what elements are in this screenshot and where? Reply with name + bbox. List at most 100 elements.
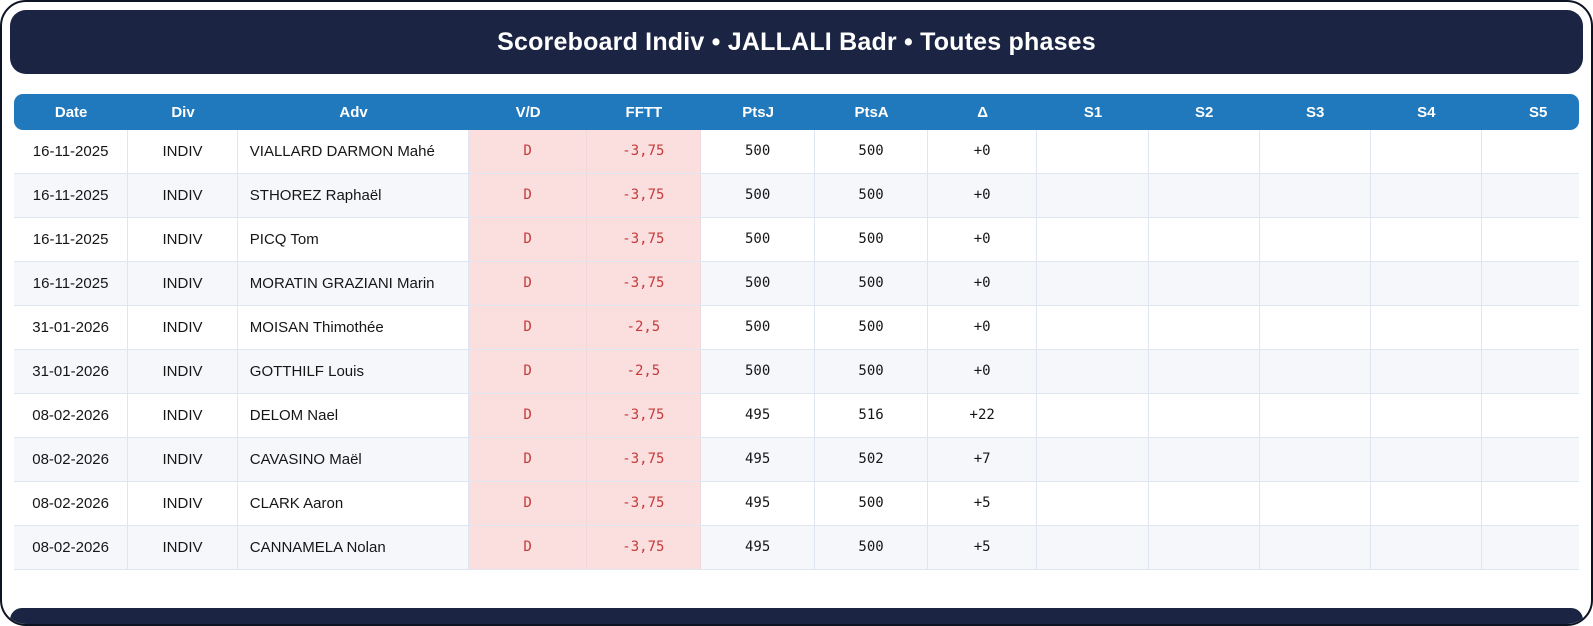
cell-s3 <box>1260 526 1371 569</box>
adversary-name: CAVASINO Maël <box>249 451 362 468</box>
cell-s4 <box>1371 482 1482 525</box>
cell-s1 <box>1037 526 1149 569</box>
cell-s3 <box>1260 130 1371 173</box>
cell-s1 <box>1037 218 1149 261</box>
cell-date: 08-02-2026 <box>14 394 129 437</box>
cell-s2 <box>1149 438 1260 481</box>
column-header-s3: S3 <box>1306 103 1325 121</box>
column-header-s5: S5 <box>1529 103 1548 121</box>
cell-delta: +0 <box>928 350 1038 393</box>
table-row: 31-01-2026 INDIV MOISAN Thimothée D -2,5… <box>14 306 1579 350</box>
cell-ptsa: 500 <box>815 130 928 173</box>
cell-date: 16-11-2025 <box>14 174 129 217</box>
table-row: 08-02-2026 INDIV CANNAMELA Nolan D -3,75… <box>14 526 1579 570</box>
footer-bar <box>10 608 1583 624</box>
cell-fftt: -3,75 <box>586 130 701 173</box>
cell-fftt: -2,5 <box>586 350 701 393</box>
cell-ptsj: 500 <box>701 130 816 173</box>
cell-ptsj: 500 <box>701 262 816 305</box>
cell-delta: +0 <box>928 306 1038 349</box>
table-row: 31-01-2026 INDIV GOTTHILF Louis D -2,5 5… <box>14 350 1579 394</box>
cell-s2 <box>1149 306 1260 349</box>
cell-s3 <box>1260 350 1371 393</box>
cell-vd: D <box>469 482 587 525</box>
column-header-ptsa: PtsA <box>854 103 889 121</box>
table-row: 08-02-2026 INDIV DELOM Nael D -3,75 495 … <box>14 394 1579 438</box>
cell-delta: +0 <box>928 262 1038 305</box>
cell-ptsa: 500 <box>815 174 928 217</box>
cell-date: 16-11-2025 <box>14 218 129 261</box>
cell-vd: D <box>469 526 587 569</box>
adversary-name: VIALLARD DARMON Mahé <box>249 143 435 160</box>
adversary-name: CLARK Aaron <box>249 495 344 512</box>
adversary-name: GOTTHILF Louis <box>249 363 364 380</box>
cell-s2 <box>1149 350 1260 393</box>
cell-adv: PICQ Tom <box>238 218 470 261</box>
cell-s5 <box>1482 526 1591 569</box>
cell-s3 <box>1260 438 1371 481</box>
column-header-s4: S4 <box>1417 103 1436 121</box>
cell-s4 <box>1371 394 1482 437</box>
cell-s3 <box>1260 174 1371 217</box>
cell-s5 <box>1482 482 1591 525</box>
column-header-div: Div <box>171 103 195 121</box>
cell-div: INDIV <box>128 262 238 305</box>
cell-div: INDIV <box>128 174 238 217</box>
cell-date: 31-01-2026 <box>14 306 129 349</box>
cell-s4 <box>1371 174 1482 217</box>
cell-delta: +0 <box>928 130 1038 173</box>
cell-vd: D <box>469 306 587 349</box>
cell-s3 <box>1260 306 1371 349</box>
adversary-name: STHOREZ Raphaël <box>249 187 382 204</box>
cell-fftt: -3,75 <box>586 482 701 525</box>
cell-ptsa: 500 <box>815 350 928 393</box>
cell-vd: D <box>469 262 587 305</box>
cell-s1 <box>1037 438 1149 481</box>
cell-s5 <box>1482 174 1591 217</box>
cell-vd: D <box>469 350 587 393</box>
cell-fftt: -2,5 <box>586 306 701 349</box>
cell-date: 08-02-2026 <box>14 438 129 481</box>
cell-s2 <box>1149 526 1260 569</box>
cell-adv: GOTTHILF Louis <box>238 350 470 393</box>
cell-s2 <box>1149 174 1260 217</box>
cell-date: 16-11-2025 <box>14 130 129 173</box>
cell-ptsj: 500 <box>701 218 816 261</box>
cell-s1 <box>1037 306 1149 349</box>
cell-adv: CLARK Aaron <box>238 482 470 525</box>
cell-fftt: -3,75 <box>586 218 701 261</box>
cell-adv: CAVASINO Maël <box>238 438 470 481</box>
table-row: 16-11-2025 INDIV PICQ Tom D -3,75 500 50… <box>14 218 1579 262</box>
cell-ptsj: 500 <box>701 350 816 393</box>
column-header-date: Date <box>54 103 88 121</box>
cell-s4 <box>1371 526 1482 569</box>
cell-s1 <box>1037 174 1149 217</box>
cell-adv: VIALLARD DARMON Mahé <box>238 130 470 173</box>
cell-s5 <box>1482 130 1591 173</box>
cell-s4 <box>1371 306 1482 349</box>
cell-adv: CANNAMELA Nolan <box>238 526 470 569</box>
cell-fftt: -3,75 <box>586 526 701 569</box>
cell-date: 08-02-2026 <box>14 482 129 525</box>
cell-s2 <box>1149 482 1260 525</box>
cell-s1 <box>1037 350 1149 393</box>
cell-s3 <box>1260 218 1371 261</box>
cell-ptsa: 500 <box>815 262 928 305</box>
column-header-ptsj: PtsJ <box>742 103 774 121</box>
cell-ptsj: 495 <box>701 438 816 481</box>
cell-s5 <box>1482 306 1591 349</box>
cell-s5 <box>1482 262 1591 305</box>
cell-date: 31-01-2026 <box>14 350 129 393</box>
cell-ptsa: 502 <box>815 438 928 481</box>
title-bar: Scoreboard Indiv • JALLALI Badr • Toutes… <box>10 10 1583 74</box>
cell-ptsj: 495 <box>701 482 816 525</box>
cell-s2 <box>1149 262 1260 305</box>
cell-s1 <box>1037 262 1149 305</box>
cell-s4 <box>1371 438 1482 481</box>
cell-delta: +0 <box>928 174 1038 217</box>
cell-div: INDIV <box>128 350 238 393</box>
cell-ptsj: 495 <box>701 394 816 437</box>
cell-s3 <box>1260 394 1371 437</box>
cell-fftt: -3,75 <box>586 174 701 217</box>
